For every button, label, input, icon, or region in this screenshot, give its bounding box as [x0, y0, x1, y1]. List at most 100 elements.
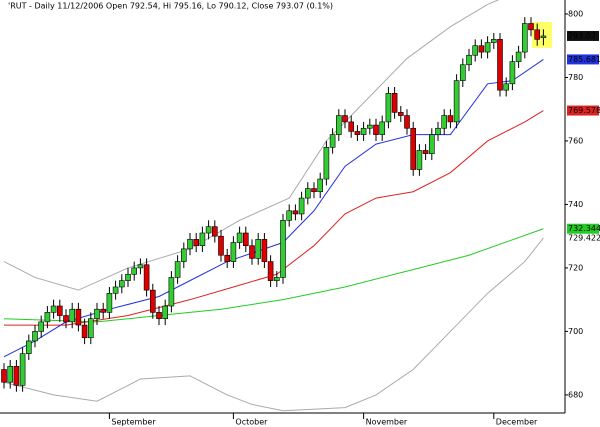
candle-body: [125, 273, 131, 281]
candle-body: [63, 315, 69, 323]
candle-body: [112, 286, 119, 294]
candle-body: [311, 188, 317, 193]
candle-body: [410, 127, 417, 170]
candle-body: [13, 366, 20, 386]
y-tick-label: 720: [568, 263, 583, 272]
candle-body: [193, 239, 199, 247]
candle-body: [81, 324, 88, 339]
candle-body: [224, 254, 230, 262]
candle-body: [106, 293, 113, 313]
candle-body: [472, 45, 479, 56]
candle-body: [168, 277, 175, 307]
candle-body: [199, 232, 206, 247]
candle-body: [19, 353, 26, 386]
candle-body: [273, 277, 280, 281]
x-tick-label: November: [366, 418, 408, 427]
candle-body: [515, 51, 522, 62]
candle-body: [280, 220, 286, 278]
value-tag-label: 729.422: [568, 234, 600, 243]
candle-body: [534, 29, 541, 40]
candle-body: [323, 146, 330, 180]
candle-body: [131, 267, 137, 275]
candle-body: [255, 239, 261, 259]
candle-body: [32, 331, 38, 342]
candle-body: [156, 312, 162, 320]
candle-body: [181, 248, 187, 262]
candle-body: [56, 305, 63, 316]
candle-body: [236, 232, 243, 243]
indicator-line: [3, 0, 500, 291]
candle-body: [478, 45, 485, 53]
candle-body: [459, 64, 466, 81]
y-tick-label: 700: [568, 327, 583, 336]
candle-body: [521, 23, 528, 53]
x-tick-label: December: [496, 418, 538, 427]
candle-body: [335, 115, 342, 135]
candle-body: [348, 121, 355, 132]
y-tick-label: 680: [568, 390, 583, 399]
candle-body: [150, 289, 156, 313]
x-tick-label: October: [235, 418, 268, 427]
candle-body: [329, 134, 336, 148]
candle-body: [205, 226, 212, 234]
candle-body: [50, 305, 57, 313]
indicator-line: [3, 59, 544, 358]
candle-body: [292, 210, 299, 215]
candle-body: [503, 83, 510, 91]
candle-body: [69, 308, 75, 323]
value-tag: [567, 30, 599, 41]
candle-body: [100, 308, 106, 313]
candle-body: [540, 35, 547, 38]
value-tag-label: 769.578: [568, 106, 600, 115]
candle-body: [435, 127, 441, 135]
candle-body: [88, 318, 94, 339]
value-tag-label: 785.681: [568, 55, 600, 64]
value-tag-label: 793.07: [568, 31, 596, 40]
candle-body: [25, 340, 32, 354]
x-tick-label: September: [111, 418, 156, 427]
candle-body: [422, 150, 429, 154]
candle-body: [441, 115, 448, 129]
candle-body: [360, 127, 367, 135]
candle-body: [397, 112, 404, 116]
candle-body: [528, 23, 534, 31]
candle-body: [366, 124, 373, 129]
candle-body: [249, 245, 255, 259]
candle-body: [7, 366, 13, 383]
candle-body: [484, 42, 491, 53]
value-tag: [567, 105, 599, 116]
value-tag: [567, 233, 599, 244]
candle-body: [317, 178, 324, 193]
candle-body: [44, 312, 51, 323]
candle-body: [453, 80, 460, 123]
candle-body: [119, 280, 125, 288]
candle-body: [38, 321, 45, 332]
candle-body: [174, 261, 181, 278]
candle-body: [261, 239, 268, 262]
candle-body: [286, 210, 293, 221]
candle-body: [218, 235, 224, 256]
indicator-line: [4, 110, 544, 326]
candle-body: [137, 264, 144, 269]
candle-body: [162, 305, 168, 320]
candle-body: [1, 369, 7, 383]
candle-body: [342, 115, 348, 123]
y-tick-label: 800: [568, 9, 583, 18]
y-tick-label: 780: [568, 73, 583, 82]
candle-body: [143, 264, 150, 291]
candle-body: [428, 134, 435, 154]
candle-body: [94, 308, 100, 320]
candle-body: [230, 242, 237, 262]
candle-body: [416, 150, 423, 170]
value-tag: [567, 54, 599, 65]
candle-body: [385, 93, 392, 123]
candle-body: [391, 93, 398, 113]
candle-body: [187, 239, 193, 250]
candle-body: [75, 308, 82, 326]
candle-body: [490, 39, 497, 43]
candle-body: [304, 188, 311, 199]
candle-body: [267, 261, 274, 281]
candle-body: [298, 197, 305, 215]
value-tag-label: 732.344: [568, 224, 600, 233]
